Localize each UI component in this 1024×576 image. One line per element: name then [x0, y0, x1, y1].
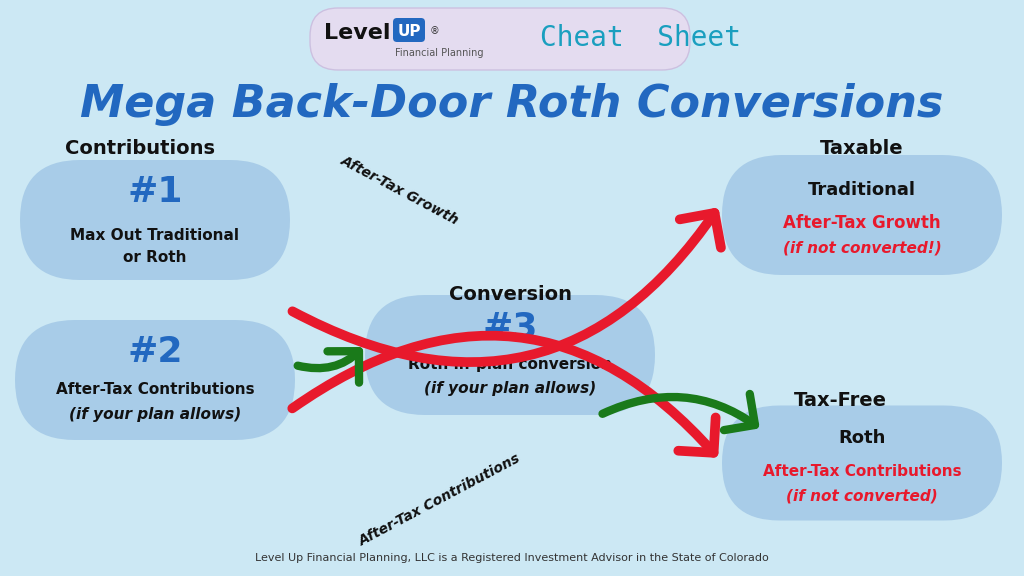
Text: (if not converted!): (if not converted!) [782, 241, 941, 256]
Text: Roth in-plan conversion: Roth in-plan conversion [408, 358, 612, 373]
Text: or Roth: or Roth [123, 251, 186, 266]
Text: Taxable: Taxable [820, 138, 904, 157]
Text: #3: #3 [482, 310, 538, 344]
FancyBboxPatch shape [310, 8, 690, 70]
Text: #1: #1 [127, 175, 182, 209]
FancyBboxPatch shape [20, 160, 290, 280]
Text: Financial Planning: Financial Planning [395, 48, 483, 58]
FancyArrowPatch shape [298, 351, 359, 382]
Text: Contributions: Contributions [65, 138, 215, 157]
Text: After-Tax Contributions: After-Tax Contributions [763, 464, 962, 479]
Text: Roth: Roth [839, 429, 886, 447]
Text: #2: #2 [127, 335, 182, 369]
Text: Conversion: Conversion [449, 286, 571, 305]
Text: ®: ® [430, 26, 439, 36]
FancyBboxPatch shape [722, 155, 1002, 275]
FancyBboxPatch shape [15, 320, 295, 440]
Text: Max Out Traditional: Max Out Traditional [71, 228, 240, 242]
Text: (if not converted): (if not converted) [786, 488, 938, 503]
Text: (if your plan allows): (if your plan allows) [69, 407, 241, 422]
Text: After-Tax Contributions: After-Tax Contributions [356, 452, 523, 549]
Text: After-Tax Growth: After-Tax Growth [339, 153, 462, 227]
Text: Tax-Free: Tax-Free [794, 391, 887, 410]
Text: Level Up Financial Planning, LLC is a Registered Investment Advisor in the State: Level Up Financial Planning, LLC is a Re… [255, 553, 769, 563]
Text: Mega Back-Door Roth Conversions: Mega Back-Door Roth Conversions [80, 84, 944, 127]
FancyArrowPatch shape [602, 394, 755, 430]
FancyArrowPatch shape [292, 336, 716, 453]
Text: UP: UP [397, 24, 421, 39]
Text: Traditional: Traditional [808, 181, 916, 199]
FancyArrowPatch shape [293, 213, 721, 362]
Text: After-Tax Contributions: After-Tax Contributions [55, 382, 254, 397]
FancyBboxPatch shape [365, 295, 655, 415]
FancyBboxPatch shape [393, 18, 425, 42]
FancyBboxPatch shape [722, 406, 1002, 521]
Text: Cheat  Sheet: Cheat Sheet [540, 24, 741, 52]
Text: Level: Level [324, 23, 390, 43]
Text: (if your plan allows): (if your plan allows) [424, 381, 596, 396]
Text: After-Tax Growth: After-Tax Growth [783, 214, 941, 232]
